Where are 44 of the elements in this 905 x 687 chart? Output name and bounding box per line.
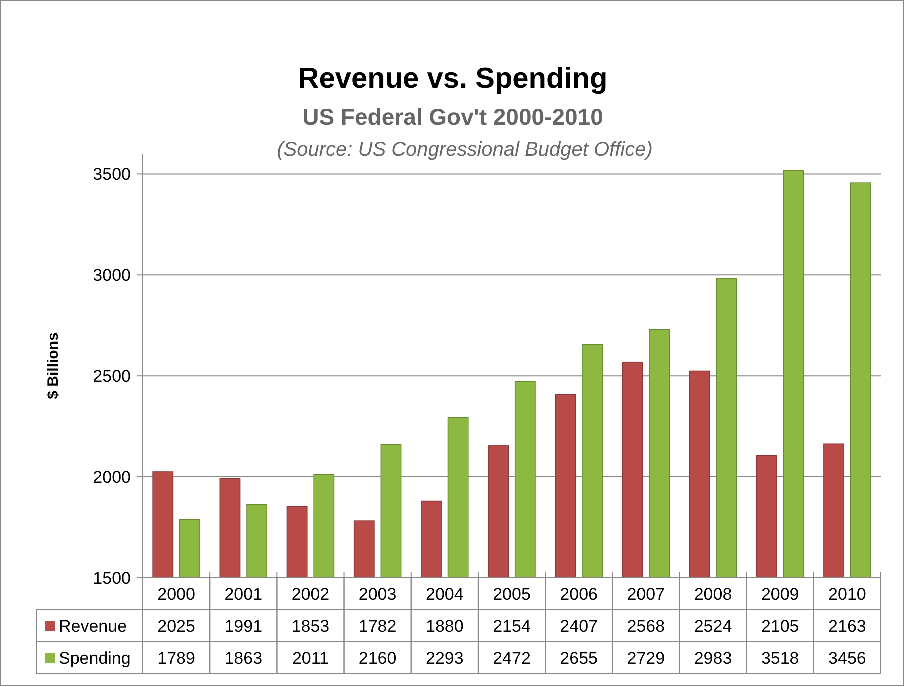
data-label: 2524 <box>694 617 732 636</box>
data-label: 2293 <box>426 649 464 668</box>
x-tick-label: 2008 <box>694 585 732 604</box>
data-label: 2011 <box>292 649 330 668</box>
data-label: 3456 <box>828 649 866 668</box>
data-label: 2472 <box>493 649 531 668</box>
y-tick-label: 2500 <box>93 367 131 386</box>
data-label: 3518 <box>761 649 800 668</box>
data-label: 2568 <box>627 617 666 636</box>
data-label: 1863 <box>224 649 263 668</box>
data-label: 1789 <box>158 649 196 668</box>
x-tick-label: 2004 <box>426 585 464 604</box>
data-label: 2154 <box>493 617 531 636</box>
x-tick-label: 2000 <box>158 585 196 604</box>
x-tick-label: 2009 <box>761 585 800 604</box>
data-label: 2160 <box>358 649 397 668</box>
data-label: 2655 <box>560 649 598 668</box>
chart-title: Revenue vs. Spending <box>298 63 608 95</box>
x-tick-label: 2003 <box>358 585 397 604</box>
legend-label: Revenue <box>59 617 128 636</box>
y-axis-title: $ Billions <box>45 332 62 400</box>
data-label: 1853 <box>292 617 330 636</box>
y-tick-label: 3000 <box>93 266 131 286</box>
chart-subtitle: US Federal Gov't 2000-2010 <box>302 104 604 130</box>
data-label: 2025 <box>158 617 196 636</box>
data-label: 1991 <box>224 617 263 636</box>
y-tick-label: 2000 <box>93 468 131 488</box>
data-label: 2983 <box>694 649 732 668</box>
data-label: 1782 <box>358 617 397 636</box>
x-tick-label: 2005 <box>493 585 531 604</box>
data-label: 2105 <box>761 617 800 636</box>
data-label: 2407 <box>560 617 598 636</box>
data-label: 2729 <box>627 649 666 668</box>
x-tick-label: 2001 <box>224 585 263 604</box>
data-label: 2163 <box>828 617 866 636</box>
x-tick-label: 2010 <box>828 585 866 604</box>
x-tick-label: 2007 <box>627 585 666 604</box>
x-tick-label: 2006 <box>560 585 598 604</box>
y-tick-label: 1500 <box>93 569 131 588</box>
x-tick-label: 2002 <box>292 585 330 604</box>
y-tick-label: 3500 <box>93 165 131 184</box>
data-label: 1880 <box>426 617 464 636</box>
legend-label: Spending <box>59 649 131 668</box>
annotation: (Source: US Congressional Budget Office) <box>277 139 653 161</box>
